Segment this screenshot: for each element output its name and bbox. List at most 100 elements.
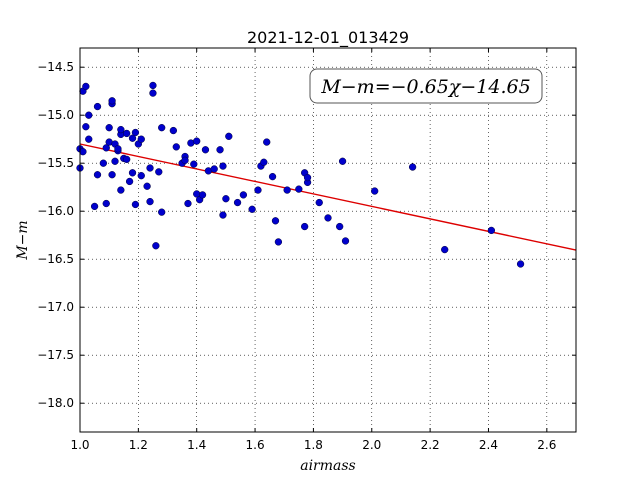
data-point xyxy=(137,172,145,180)
data-point xyxy=(181,156,189,164)
data-point xyxy=(105,124,113,132)
data-point xyxy=(152,242,160,250)
data-point xyxy=(90,202,99,211)
data-point xyxy=(85,111,93,119)
data-point xyxy=(198,191,207,199)
data-point xyxy=(149,81,157,90)
data-point xyxy=(487,226,496,235)
data-point xyxy=(239,191,248,199)
data-point xyxy=(93,102,102,111)
data-point xyxy=(336,222,344,231)
data-point xyxy=(193,137,201,145)
data-point xyxy=(184,199,192,208)
y-tick-label: −18.0 xyxy=(37,396,74,410)
data-point xyxy=(216,146,224,154)
data-point xyxy=(99,159,107,167)
y-tick-label: −14.5 xyxy=(37,60,74,74)
data-point xyxy=(79,148,87,156)
data-point xyxy=(222,195,230,203)
data-point xyxy=(225,132,233,140)
data-point xyxy=(303,173,312,182)
y-tick-label: −17.0 xyxy=(37,300,74,314)
data-point xyxy=(85,135,93,143)
data-point xyxy=(172,143,180,151)
data-point xyxy=(146,164,154,172)
y-tick-label: −15.5 xyxy=(37,156,74,170)
x-tick-label: 2.6 xyxy=(537,438,556,452)
data-point xyxy=(149,89,157,97)
x-tick-label: 1.6 xyxy=(246,438,265,452)
data-point xyxy=(268,172,277,181)
data-point xyxy=(274,238,283,246)
fit-equation-box xyxy=(309,68,543,104)
data-point xyxy=(248,205,256,213)
y-tick-label: −16.5 xyxy=(37,252,74,266)
data-point xyxy=(219,211,227,219)
data-point xyxy=(125,177,134,186)
x-tick-label: 2.0 xyxy=(362,438,381,452)
data-point xyxy=(260,158,268,166)
data-point xyxy=(219,162,227,170)
data-point xyxy=(441,245,449,254)
data-point xyxy=(408,163,417,171)
axis-ticks xyxy=(79,48,576,432)
data-point xyxy=(114,145,122,153)
x-tick-labels: 1.0 1.2 1.4 1.6 1.8 2.0 2.2 2.4 2.6 xyxy=(70,438,556,452)
grid xyxy=(79,48,576,432)
x-axis-label: airmass xyxy=(300,458,356,474)
data-point xyxy=(158,124,166,132)
data-point xyxy=(295,185,303,193)
data-point xyxy=(131,200,140,209)
data-point xyxy=(271,217,280,225)
plot-frame xyxy=(79,47,577,433)
y-tick-labels: −14.5 −15.0 −15.5 −16.0 −16.5 −17.0 −17.5 −18.0 xyxy=(37,60,74,410)
data-point xyxy=(155,168,163,176)
data-point xyxy=(102,199,110,208)
fit-line xyxy=(79,143,577,251)
data-point xyxy=(128,169,137,177)
x-tick-label: 1.0 xyxy=(70,438,89,452)
y-axis-label: M−m xyxy=(15,220,31,260)
x-tick-label: 2.2 xyxy=(421,438,440,452)
data-point xyxy=(117,186,125,194)
data-point xyxy=(338,157,347,165)
data-point xyxy=(108,97,116,105)
fit-line-layer xyxy=(79,143,577,251)
x-tick-label: 1.8 xyxy=(304,438,323,452)
data-point xyxy=(283,186,291,194)
data-point xyxy=(82,123,90,131)
fit-equation-label: M−m=−0.65χ−14.65 xyxy=(320,76,530,98)
data-point xyxy=(117,125,125,134)
data-point xyxy=(263,138,271,146)
data-point xyxy=(123,129,131,138)
x-tick-label: 2.4 xyxy=(479,438,498,452)
x-tick-label: 1.4 xyxy=(187,438,206,452)
y-tick-label: −16.0 xyxy=(37,204,74,218)
x-tick-label: 1.2 xyxy=(129,438,148,452)
data-point xyxy=(128,134,137,142)
data-point xyxy=(210,165,218,173)
data-point xyxy=(158,208,166,216)
data-points xyxy=(76,81,525,268)
data-point xyxy=(93,171,102,179)
chart-title: 2021-12-01_013429 xyxy=(247,28,409,48)
y-tick-label: −15.0 xyxy=(37,108,74,122)
data-point xyxy=(301,222,309,231)
data-point xyxy=(131,128,140,137)
data-point xyxy=(201,146,210,154)
data-point xyxy=(108,171,116,179)
y-tick-label: −17.5 xyxy=(37,348,74,362)
data-point xyxy=(254,186,262,194)
data-point xyxy=(341,237,350,245)
data-point xyxy=(137,135,145,143)
data-point xyxy=(169,126,178,135)
data-point xyxy=(143,182,151,190)
data-point xyxy=(233,198,242,207)
data-point xyxy=(371,187,379,195)
data-point xyxy=(82,82,90,91)
data-point xyxy=(516,260,525,268)
data-point xyxy=(190,160,198,168)
data-point xyxy=(146,197,154,206)
data-point xyxy=(123,155,131,164)
